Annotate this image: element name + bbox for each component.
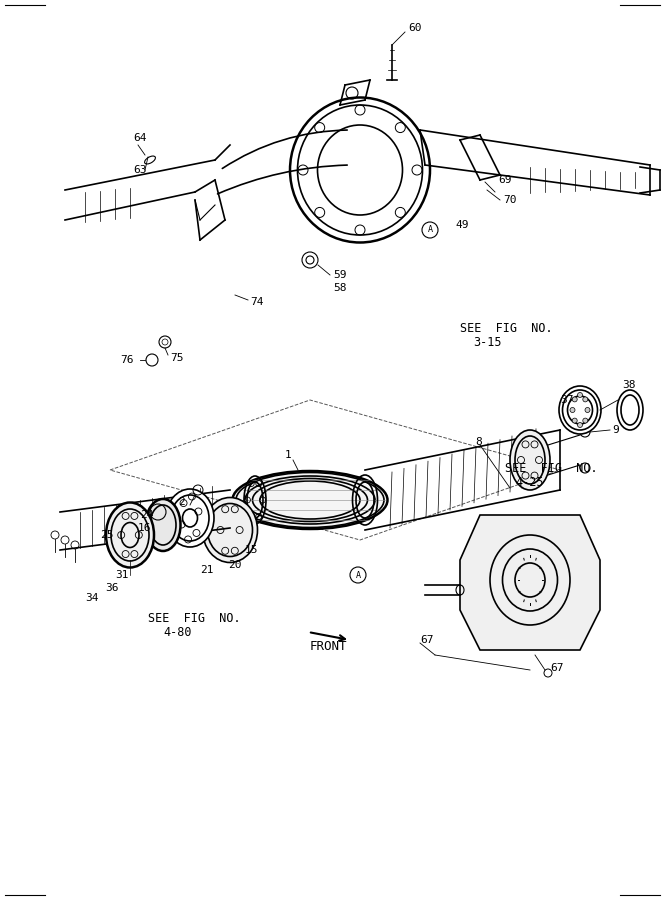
Text: SEE  FIG  NO.: SEE FIG NO. [505, 462, 598, 474]
Text: 3-15: 3-15 [473, 336, 502, 348]
Ellipse shape [510, 430, 550, 490]
Text: A: A [428, 226, 432, 235]
Text: 20: 20 [228, 560, 241, 570]
Text: 67: 67 [550, 663, 564, 673]
Ellipse shape [145, 499, 181, 551]
Ellipse shape [106, 502, 154, 568]
Text: FRONT: FRONT [310, 640, 348, 652]
Text: 59: 59 [333, 270, 346, 280]
Text: 25: 25 [100, 530, 113, 540]
Text: 49: 49 [455, 220, 468, 230]
Text: 38: 38 [622, 380, 636, 390]
Text: 60: 60 [408, 23, 422, 33]
Text: 34: 34 [85, 593, 99, 603]
Text: 8: 8 [475, 437, 482, 447]
Text: 36: 36 [105, 583, 119, 593]
Ellipse shape [166, 489, 214, 547]
Ellipse shape [617, 390, 643, 430]
Ellipse shape [233, 471, 388, 529]
Ellipse shape [290, 97, 430, 242]
Text: 4-80: 4-80 [163, 626, 191, 638]
Text: 69: 69 [498, 175, 512, 185]
Text: 70: 70 [503, 195, 516, 205]
Circle shape [572, 418, 577, 423]
Circle shape [583, 397, 588, 402]
Text: 76: 76 [120, 355, 133, 365]
Text: 74: 74 [250, 297, 263, 307]
Text: 63: 63 [133, 165, 147, 175]
Text: A: A [356, 571, 360, 580]
Circle shape [578, 392, 582, 398]
Text: 24: 24 [140, 510, 153, 520]
Text: 75: 75 [170, 353, 183, 363]
Circle shape [578, 422, 582, 427]
Text: 4-25: 4-25 [515, 475, 544, 489]
Text: SEE  FIG  NO.: SEE FIG NO. [148, 611, 241, 625]
Ellipse shape [203, 498, 257, 562]
Polygon shape [460, 515, 600, 650]
Text: 64: 64 [133, 133, 147, 143]
Text: 58: 58 [333, 283, 346, 293]
Circle shape [570, 408, 575, 412]
Circle shape [585, 408, 590, 412]
Text: 9: 9 [612, 425, 619, 435]
Circle shape [583, 418, 588, 423]
Text: 67: 67 [420, 635, 434, 645]
Text: SEE  FIG  NO.: SEE FIG NO. [460, 321, 553, 335]
Text: 1: 1 [285, 450, 291, 460]
Text: 37: 37 [560, 395, 574, 405]
Text: 31: 31 [115, 570, 129, 580]
Text: 16: 16 [138, 523, 151, 533]
Text: 2: 2 [178, 497, 185, 507]
Text: 15: 15 [245, 545, 259, 555]
Circle shape [572, 397, 577, 402]
Ellipse shape [559, 386, 601, 434]
Text: 21: 21 [200, 565, 213, 575]
